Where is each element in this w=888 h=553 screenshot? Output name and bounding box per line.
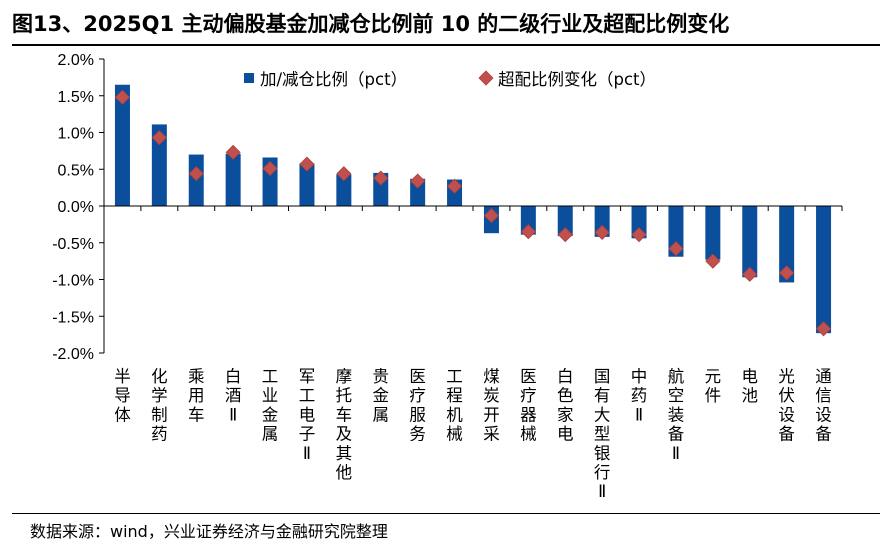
category-label: 化学制药	[151, 367, 168, 444]
marker-point	[483, 207, 500, 224]
category-label: 贵金属	[373, 367, 390, 424]
y-tick-label: 0.0%	[58, 199, 94, 216]
category-label: 军工电子 Ⅱ	[299, 367, 316, 463]
marker-point	[188, 166, 204, 182]
marker-point	[631, 227, 647, 243]
marker-point	[225, 144, 241, 160]
bar	[816, 206, 832, 334]
category-label: 元件	[705, 367, 722, 405]
y-tick-label: -1.5%	[52, 309, 94, 326]
data-source-note: 数据来源：wind，兴业证券经济与金融研究院整理	[30, 522, 388, 541]
legend-marker-label: 超配比例变化（pct）	[498, 70, 656, 89]
footer-divider	[12, 513, 880, 514]
category-label: 电池	[742, 367, 759, 405]
marker-point	[410, 173, 426, 189]
marker-point	[705, 253, 721, 269]
marker-point	[557, 227, 573, 243]
category-label: 摩托车及其他	[336, 367, 353, 482]
category-label: 煤炭开采	[483, 367, 500, 444]
marker-point	[779, 265, 795, 281]
bar	[114, 84, 130, 206]
category-label: 半导体	[114, 367, 131, 424]
bar	[520, 206, 536, 235]
bar	[779, 206, 795, 283]
category-label: 医疗服务	[409, 367, 426, 444]
marker-point	[299, 156, 315, 172]
y-tick-label: 1.5%	[58, 89, 94, 106]
marker-point	[373, 170, 389, 186]
y-tick-label: 1.0%	[58, 126, 94, 143]
category-label: 工业金属	[262, 367, 279, 444]
bar	[336, 174, 352, 206]
marker-point	[336, 166, 352, 182]
marker-point	[594, 224, 610, 241]
y-tick-label: -2.0%	[52, 346, 94, 363]
marker-point	[446, 178, 463, 194]
marker-point	[114, 89, 131, 105]
legend-bar-label: 加/减仓比例（pct）	[260, 70, 407, 89]
category-label: 中药 Ⅱ	[631, 367, 648, 424]
y-tick-label: 2.0%	[58, 52, 94, 69]
bar	[151, 124, 167, 206]
marker-point	[742, 266, 758, 282]
category-label: 乘用车	[188, 367, 205, 424]
bar	[299, 163, 315, 206]
category-label: 工程机械	[446, 367, 463, 444]
x-axis-labels: 半导体 化学制药 乘用车 白酒 Ⅱ 工业金属 军工电子 Ⅱ 摩托车及其他 贵金属 医疗服务 工程机械 煤…	[114, 367, 832, 501]
marker-point	[262, 160, 278, 177]
category-label: 光伏设备	[778, 367, 795, 444]
legend-diamond-icon	[478, 70, 494, 86]
category-label: 白酒 Ⅱ	[225, 367, 242, 424]
bar	[225, 153, 241, 206]
category-label: 医疗器械	[520, 367, 537, 444]
chart-title: 图13、2025Q1 主动偏股基金加减仓比例前 10 的二级行业及超配比例变化	[12, 12, 730, 36]
marker-point	[151, 130, 167, 146]
bar	[410, 178, 426, 206]
bar	[631, 206, 647, 239]
marker-series	[114, 89, 832, 337]
legend: 加/减仓比例（pct） 超配比例变化（pct）	[244, 70, 656, 89]
y-axis-ticks: 2.0% 1.5% 1.0% 0.5% 0.0% -0.5% -1.0% -1.5% -2.0%	[52, 52, 104, 363]
title-divider	[12, 44, 880, 46]
y-tick-label: -1.0%	[52, 273, 94, 290]
category-label: 航空装备 Ⅱ	[668, 367, 685, 463]
marker-point	[815, 321, 832, 337]
y-tick-label: -0.5%	[52, 236, 94, 253]
marker-point	[668, 241, 684, 257]
y-tick-label: 0.5%	[58, 162, 94, 179]
category-label: 通信设备	[815, 367, 832, 444]
bar	[668, 206, 684, 257]
category-label: 白色家电	[557, 367, 574, 444]
axes	[103, 59, 843, 353]
marker-point	[520, 224, 536, 240]
bar-series	[114, 84, 832, 334]
legend-bar-swatch	[244, 73, 254, 83]
bar	[557, 206, 573, 237]
category-label: 国有大型银行 Ⅱ	[594, 367, 611, 501]
bar	[742, 206, 758, 278]
bar	[705, 206, 721, 260]
